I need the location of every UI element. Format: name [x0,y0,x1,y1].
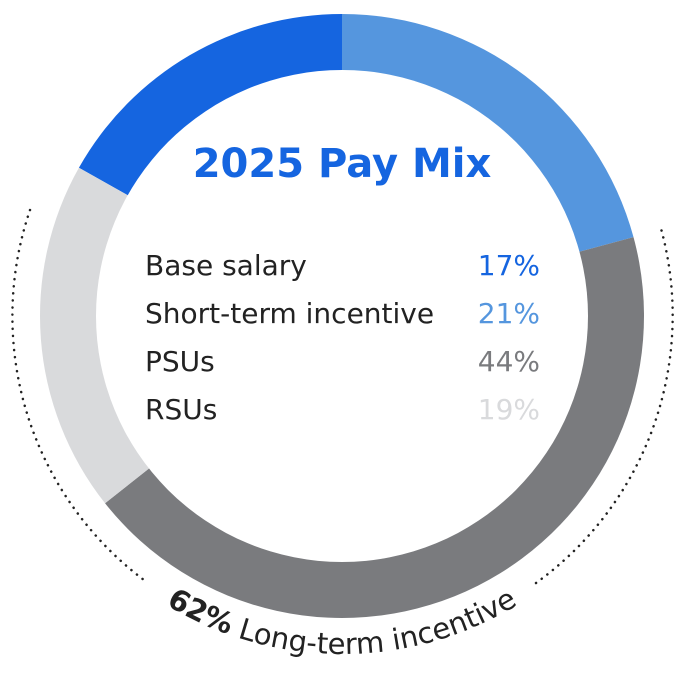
value-label: 17% [478,249,540,282]
legend: Base salary 17% Short-term incentive 21% PSU… [145,249,540,426]
donut-hole [96,70,588,562]
value-label: 44% [478,345,540,378]
legend-label: Base salary [145,249,307,282]
bracket-arc [534,223,674,585]
value-label: 19% [478,393,540,426]
legend-label: RSUs [145,393,217,426]
chart-title: 2025 Pay Mix [193,141,492,187]
legend-label: Short-term incentive [145,297,434,330]
value-label: 21% [478,297,540,330]
legend-label: PSUs [145,345,215,378]
